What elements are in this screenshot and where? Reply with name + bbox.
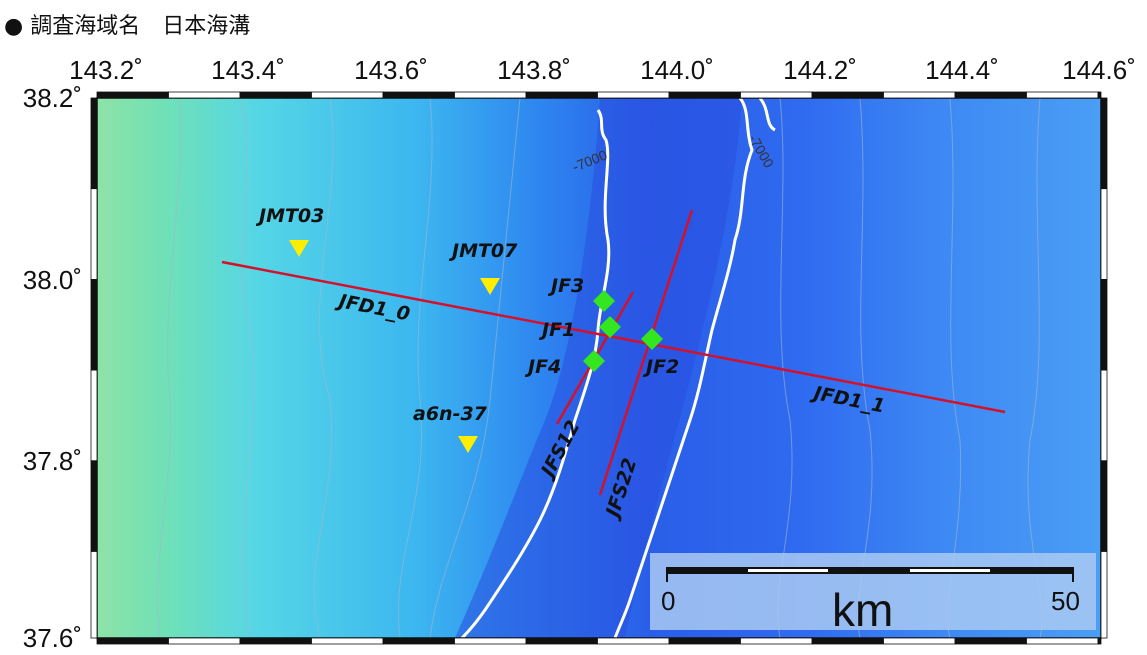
frame-segment [239,637,312,645]
frame-segment [883,91,956,99]
y-tick-label: 37.6˚ [23,623,82,653]
scale-bar: 0 50 km [650,553,1096,636]
frame-segment [597,91,670,99]
frame-segment [1097,637,1102,645]
label-jf4: JF4 [524,356,561,378]
x-tick-label: 144.0˚ [640,55,714,85]
diamond-jf1 [599,316,621,338]
frame-segment [525,91,598,99]
x-tick-label: 143.4˚ [211,55,285,85]
triangle-jmt07 [480,278,500,295]
diamond-jf4 [583,350,605,372]
frame-segment [1026,91,1099,99]
frame-segment [740,91,813,99]
line-jfs22 [598,209,694,496]
x-tick-label: 143.2˚ [69,55,143,85]
frame-segment [1100,97,1108,190]
y-tick-label: 38.0˚ [23,265,82,295]
frame-segment [1100,460,1108,552]
scale-unit: km [832,584,893,636]
map-title: ● 調査海域名 日本海溝 [4,14,251,39]
frame-segment [1026,637,1099,645]
diamond-jf3 [593,290,615,312]
label-jmt07: JMT07 [448,240,518,262]
scale-start: 0 [661,586,675,616]
x-tick-label: 143.8˚ [497,55,571,85]
label-jf2: JF2 [642,356,679,378]
y-tick-label: 38.2˚ [23,83,82,113]
frame-segment [1100,369,1108,462]
frame-segment [311,637,384,645]
triangle-jmt03 [289,240,309,257]
x-tick-label: 144.2˚ [783,55,857,85]
triangle-a6n-37 [458,436,478,453]
frame-segment [90,278,98,371]
x-tick-label: 143.6˚ [354,55,428,85]
diamond-jf2 [641,328,663,350]
frame-segment [1100,551,1108,639]
frame-segment [454,637,527,645]
trench-band [455,98,742,638]
diamond-markers [583,290,663,372]
contour-7000-east [613,98,754,638]
frame-segment [382,91,455,99]
line-jfd1-0-jfd1-1 [221,260,1006,414]
frame-segment [740,637,813,645]
frame-ticks [90,91,1108,645]
frame-segment [96,637,169,645]
frame-segment [382,637,455,645]
frame-segment [811,637,884,645]
scale-end: 50 [1051,586,1080,616]
label-jmt03: JMT03 [255,205,324,227]
frame-segment [883,637,956,645]
frame-segment [1097,91,1102,99]
contour-7000-west [460,109,611,638]
frame-segment [239,91,312,99]
frame-segment [954,637,1027,645]
triangle-markers [289,240,500,453]
frame-segment [811,91,884,99]
label-a6n-37: a6n-37 [413,403,488,425]
label-jf1: JF1 [538,319,575,341]
frame-segment [668,637,741,645]
frame-segment [90,369,98,462]
frame-segment [1100,278,1108,371]
y-axis-labels: 38.2˚ 38.0˚ 37.8˚ 37.6˚ [23,83,82,653]
frame-segment [90,188,98,280]
frame-segment [525,637,598,645]
frame-segment [668,91,741,99]
frame-segment [168,637,241,645]
frame-segment [90,460,98,552]
frame-segment [311,91,384,99]
y-tick-label: 37.8˚ [23,446,82,476]
x-axis-labels: 143.2˚ 143.4˚ 143.6˚ 143.8˚ 144.0˚ 144.2… [69,55,1136,85]
frame-segment [90,551,98,639]
scale-bar-background [650,553,1096,630]
x-tick-label: 144.6˚ [1062,55,1136,85]
frame-segment [90,97,98,190]
frame-segment [96,91,169,99]
frame-segment [954,91,1027,99]
frame-segment [597,637,670,645]
label-jf3: JF3 [547,275,584,297]
frame-segment [1100,188,1108,280]
frame-segment [168,91,241,99]
frame-segment [454,91,527,99]
x-tick-label: 144.4˚ [925,55,999,85]
